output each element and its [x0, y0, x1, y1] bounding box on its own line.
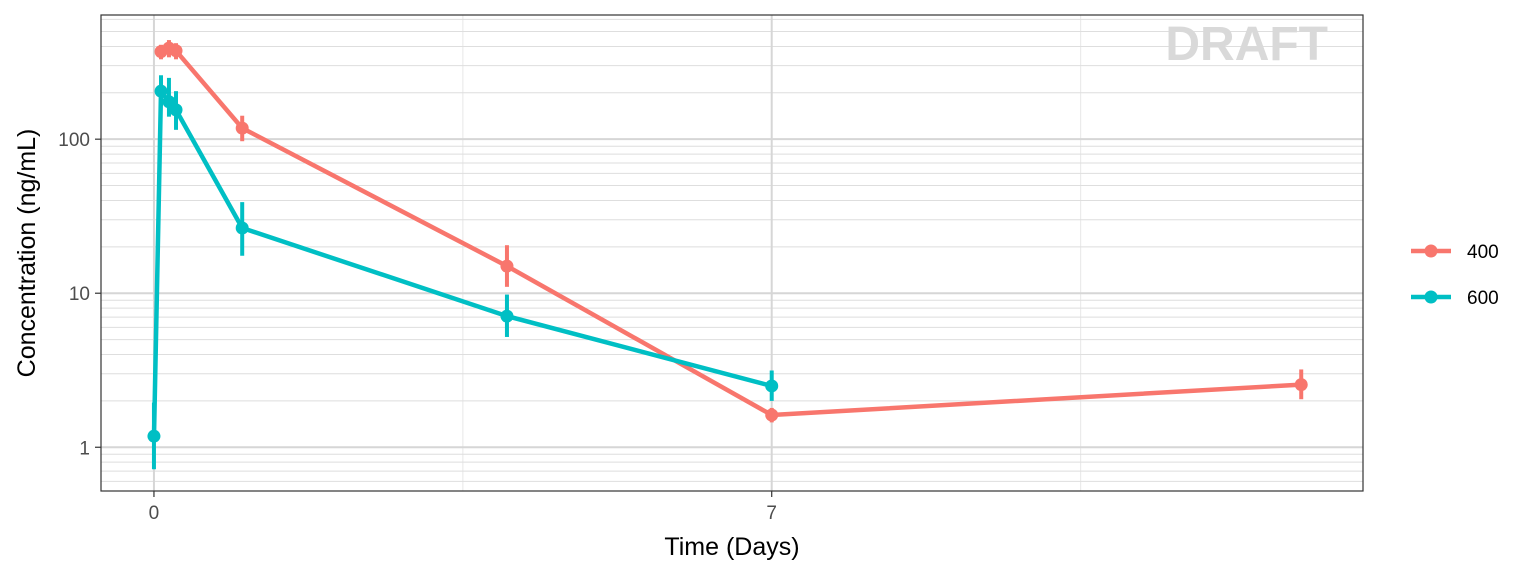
y-tick-label: 10 — [69, 284, 90, 305]
legend-label: 400 — [1467, 242, 1499, 263]
data-point — [154, 84, 168, 98]
data-point — [500, 259, 514, 273]
series-layer — [147, 40, 1308, 470]
legend-key-point — [1424, 290, 1438, 304]
data-point — [500, 309, 514, 323]
series-400 — [154, 40, 1308, 423]
axes: 0 7 1 10 100 — [58, 130, 777, 524]
data-point — [147, 429, 161, 443]
legend-item-400: 400 — [1411, 242, 1499, 263]
y-tick-label: 100 — [58, 130, 90, 151]
data-point — [765, 379, 779, 393]
plot-background — [101, 15, 1363, 491]
x-axis-title: Time (Days) — [664, 533, 799, 561]
data-point — [765, 408, 779, 422]
x-tick-label: 7 — [766, 503, 777, 524]
series-600 — [147, 75, 779, 470]
y-axis-title: Concentration (ng/mL) — [13, 129, 41, 378]
legend-item-600: 600 — [1411, 288, 1499, 309]
watermark: DRAFT — [1165, 18, 1328, 71]
y-tick-label: 1 — [79, 438, 90, 459]
grid-lines — [101, 15, 1363, 491]
data-point — [235, 221, 249, 235]
x-tick-label: 0 — [149, 503, 160, 524]
data-point — [1294, 378, 1308, 392]
data-point — [169, 44, 183, 58]
plot-border — [100, 14, 1364, 492]
data-point — [169, 103, 183, 117]
legend-label: 600 — [1467, 288, 1499, 309]
legend-key-point — [1424, 244, 1438, 258]
data-point — [235, 121, 249, 135]
legend: 400 600 — [1411, 242, 1499, 309]
